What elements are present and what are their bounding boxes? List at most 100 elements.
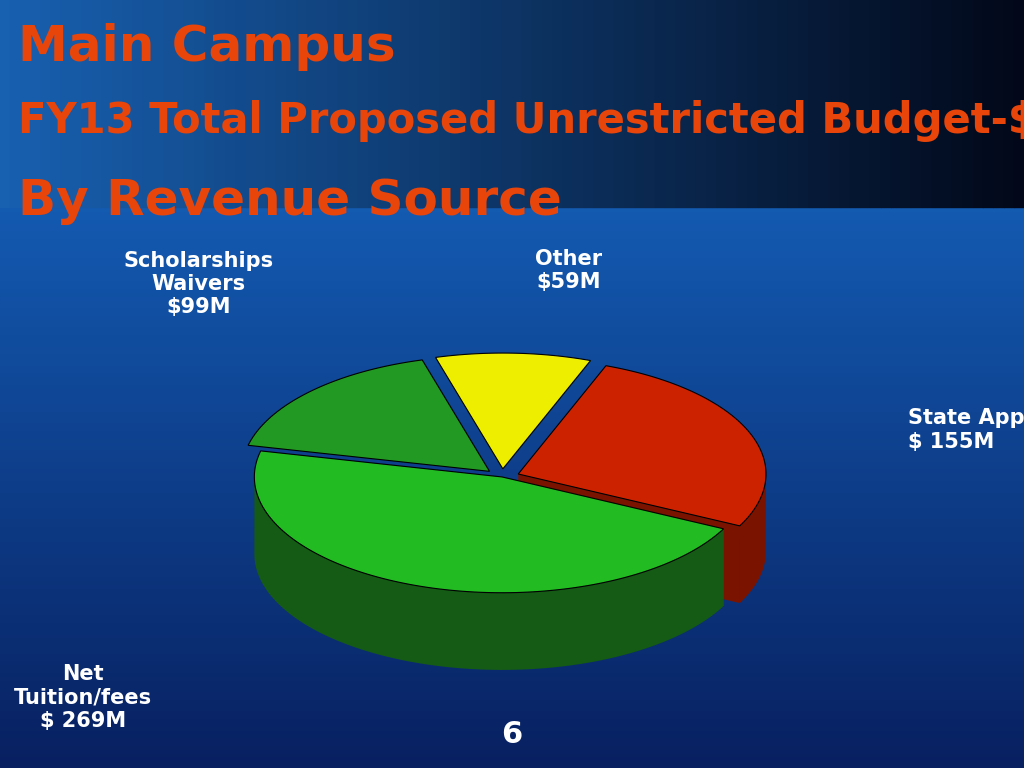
Bar [0,361,1024,365]
Bar [0,119,1024,123]
Bar [0,392,1024,396]
Bar [0,672,1024,676]
Bar [0,756,1024,760]
Bar [256,0,266,207]
Bar [0,54,1024,58]
Bar [369,0,379,207]
Bar [850,0,860,207]
Bar [0,376,1024,380]
Bar [0,142,1024,146]
Bar [317,0,328,207]
Bar [0,303,1024,307]
Bar [0,269,1024,273]
Bar [0,695,1024,699]
Bar [0,100,1024,104]
Bar [1014,0,1024,207]
Bar [72,0,82,207]
Bar [430,0,440,207]
Bar [0,507,1024,511]
Polygon shape [435,353,591,468]
Bar [0,503,1024,507]
Bar [0,273,1024,276]
Bar [0,131,1024,134]
Bar [0,73,1024,77]
Bar [614,0,625,207]
Bar [881,0,891,207]
Bar [0,449,1024,453]
Bar [0,749,1024,753]
Bar [0,426,1024,430]
Bar [0,722,1024,726]
Bar [0,115,1024,119]
Bar [0,591,1024,595]
Bar [0,234,1024,238]
Bar [0,680,1024,684]
Bar [0,607,1024,611]
Bar [604,0,614,207]
Polygon shape [518,474,739,603]
Bar [0,50,1024,54]
Bar [225,0,236,207]
Bar [0,703,1024,707]
Bar [338,0,348,207]
Bar [0,396,1024,399]
Bar [0,161,1024,165]
Bar [0,146,1024,150]
Bar [512,0,522,207]
Bar [420,0,430,207]
Bar [287,0,297,207]
Bar [0,549,1024,553]
Bar [553,0,563,207]
Bar [246,0,256,207]
Bar [0,541,1024,545]
Bar [0,42,1024,46]
Bar [0,165,1024,169]
Bar [0,292,1024,296]
Bar [0,499,1024,503]
Bar [0,384,1024,388]
Bar [0,38,1024,42]
Bar [0,534,1024,538]
Bar [0,365,1024,369]
Bar [0,430,1024,434]
Bar [0,319,1024,323]
Polygon shape [502,477,724,606]
Bar [0,88,1024,92]
Bar [0,584,1024,588]
Bar [0,741,1024,745]
Bar [0,511,1024,515]
Bar [481,0,492,207]
Bar [0,588,1024,591]
Bar [0,338,1024,342]
Bar [143,0,154,207]
Bar [0,69,1024,73]
Bar [0,250,1024,253]
Bar [0,457,1024,461]
Bar [0,603,1024,607]
Bar [717,0,727,207]
Bar [0,764,1024,768]
Bar [0,453,1024,457]
Bar [0,223,1024,227]
Bar [0,288,1024,292]
Bar [0,676,1024,680]
Bar [133,0,143,207]
Bar [0,522,1024,526]
Bar [0,177,1024,180]
Bar [0,530,1024,534]
Bar [0,19,1024,23]
Bar [0,326,1024,330]
Bar [379,0,389,207]
Bar [0,438,1024,442]
Bar [0,407,1024,411]
Bar [901,0,911,207]
Bar [922,0,932,207]
Bar [154,0,164,207]
Bar [666,0,676,207]
Bar [0,134,1024,138]
Bar [358,0,369,207]
Bar [0,595,1024,599]
Bar [952,0,963,207]
Bar [0,46,1024,50]
Bar [942,0,952,207]
